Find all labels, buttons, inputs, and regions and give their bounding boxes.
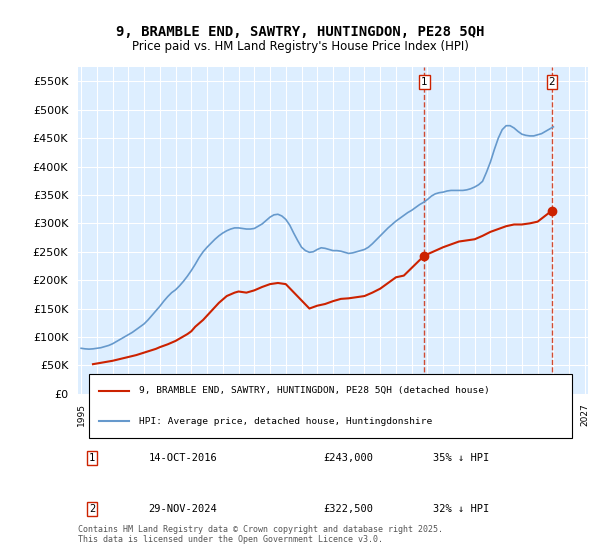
Text: 2: 2 bbox=[548, 77, 555, 87]
Text: 1: 1 bbox=[421, 77, 427, 87]
Text: 2: 2 bbox=[89, 504, 95, 514]
Text: Contains HM Land Registry data © Crown copyright and database right 2025.
This d: Contains HM Land Registry data © Crown c… bbox=[78, 525, 443, 544]
FancyBboxPatch shape bbox=[89, 375, 572, 438]
Text: Price paid vs. HM Land Registry's House Price Index (HPI): Price paid vs. HM Land Registry's House … bbox=[131, 40, 469, 53]
Text: 29-NOV-2024: 29-NOV-2024 bbox=[149, 504, 217, 514]
Text: £243,000: £243,000 bbox=[323, 453, 373, 463]
Text: 14-OCT-2016: 14-OCT-2016 bbox=[149, 453, 217, 463]
Text: 32% ↓ HPI: 32% ↓ HPI bbox=[433, 504, 489, 514]
Text: 9, BRAMBLE END, SAWTRY, HUNTINGDON, PE28 5QH (detached house): 9, BRAMBLE END, SAWTRY, HUNTINGDON, PE28… bbox=[139, 386, 490, 395]
Text: 1: 1 bbox=[89, 453, 95, 463]
Text: HPI: Average price, detached house, Huntingdonshire: HPI: Average price, detached house, Hunt… bbox=[139, 417, 432, 426]
Text: 9, BRAMBLE END, SAWTRY, HUNTINGDON, PE28 5QH: 9, BRAMBLE END, SAWTRY, HUNTINGDON, PE28… bbox=[116, 25, 484, 39]
Text: £322,500: £322,500 bbox=[323, 504, 373, 514]
Text: 35% ↓ HPI: 35% ↓ HPI bbox=[433, 453, 489, 463]
